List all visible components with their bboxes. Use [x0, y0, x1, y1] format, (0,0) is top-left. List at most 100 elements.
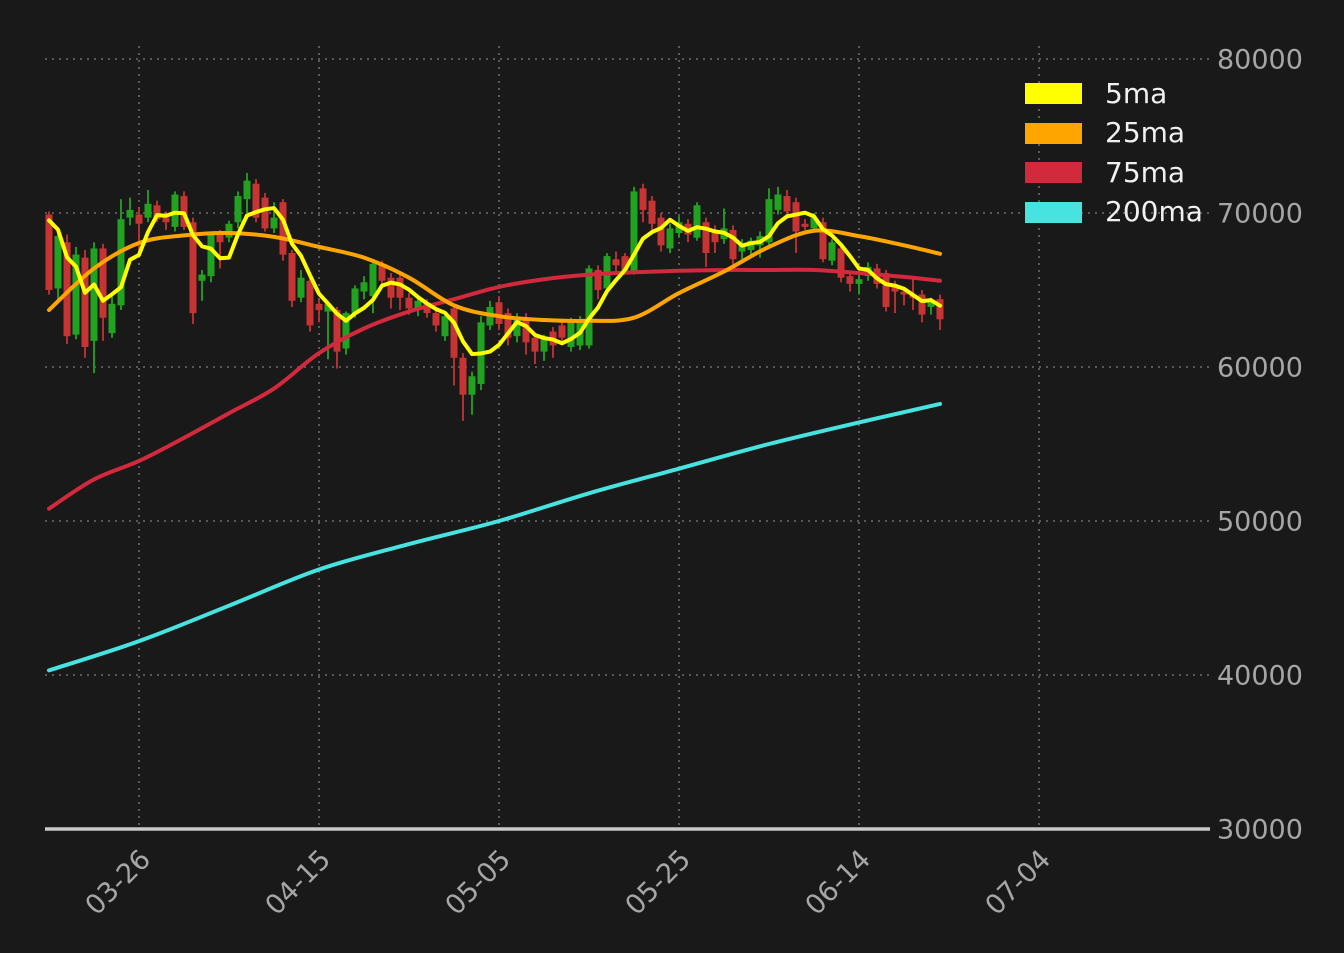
candle-up	[198, 274, 206, 281]
legend-item-75ma: 75ma	[1025, 153, 1203, 193]
candle-down	[261, 197, 269, 229]
candle-wick	[894, 280, 896, 314]
legend-swatch-5ma	[1025, 83, 1082, 105]
candle-up	[774, 194, 782, 210]
x-tick-label: 06-14	[800, 844, 877, 921]
candle-down	[306, 280, 314, 326]
candle-up	[540, 339, 548, 352]
candle-up	[243, 180, 251, 200]
legend-swatch-200ma	[1025, 201, 1082, 223]
candle-down	[495, 302, 503, 324]
gridlines	[45, 46, 1210, 829]
candle-down	[153, 205, 161, 220]
candle-up	[441, 316, 449, 337]
candle-up	[666, 228, 674, 249]
x-axis-labels: 03-26 04-15 05-05 05-25 06-14 07-04	[80, 844, 1057, 921]
candle-up	[855, 279, 863, 284]
candle-down	[279, 202, 287, 255]
candle-down	[45, 214, 53, 290]
candle-up	[927, 302, 935, 307]
legend-label-5ma: 5ma	[1105, 76, 1168, 110]
x-tick-label: 03-26	[80, 844, 157, 921]
candle-down	[621, 256, 629, 270]
candle-wick	[318, 299, 320, 323]
candle-down	[99, 248, 107, 318]
candle-up	[513, 319, 521, 337]
candle-up	[126, 209, 134, 218]
legend: 5ma 25ma 75ma 200ma	[1025, 74, 1203, 232]
candle-down	[846, 276, 854, 284]
candle-wick	[201, 269, 203, 301]
legend-item-5ma: 5ma	[1025, 74, 1203, 114]
candle-down	[216, 234, 224, 243]
candle-down	[288, 253, 296, 301]
ma-200-line	[47, 401, 942, 673]
legend-label-25ma: 25ma	[1105, 116, 1186, 150]
candle-up	[414, 300, 422, 311]
candle-down	[459, 357, 467, 395]
x-tick-label: 07-04	[980, 844, 1057, 921]
candle-down	[522, 317, 530, 343]
candle-down	[387, 277, 395, 298]
candle-down	[315, 303, 323, 311]
y-axis-labels: 30000 40000 50000 60000 70000 80000	[1217, 45, 1303, 846]
candle-wick	[723, 208, 725, 244]
candle-down	[918, 294, 926, 315]
candle-up	[810, 217, 818, 229]
candle-up	[144, 203, 152, 218]
candle-down	[729, 229, 737, 260]
y-tick-label: 30000	[1217, 815, 1303, 846]
candle-up	[567, 320, 575, 347]
candle-up	[234, 196, 242, 223]
candle-down	[594, 269, 602, 290]
candle-up	[297, 277, 305, 298]
candle-down	[936, 299, 944, 320]
y-tick-label: 70000	[1217, 199, 1303, 230]
candle-up	[468, 376, 476, 395]
legend-item-200ma: 200ma	[1025, 193, 1203, 233]
candle-up	[225, 223, 233, 238]
candle-wick	[903, 286, 905, 306]
x-tick-label: 05-25	[620, 844, 697, 921]
y-tick-label: 80000	[1217, 45, 1303, 76]
candle-up	[90, 248, 98, 341]
candle-down	[81, 257, 89, 347]
candle-down	[378, 265, 386, 281]
candle-up	[585, 268, 593, 346]
candle-down	[801, 223, 809, 227]
candle-up	[270, 217, 278, 229]
candle-down	[882, 273, 890, 307]
candles	[45, 172, 944, 421]
candle-up	[108, 303, 116, 334]
candle-down	[891, 285, 899, 292]
ma-75-line	[47, 267, 942, 511]
candle-down	[711, 229, 719, 243]
candle-wick	[219, 229, 221, 269]
candle-wick	[138, 206, 140, 250]
candle-down	[63, 242, 71, 337]
candle-up	[342, 313, 350, 349]
candle-down	[648, 200, 656, 224]
candle-up	[738, 245, 746, 252]
candle-down	[450, 308, 458, 358]
candle-down	[396, 277, 404, 298]
candle-down	[900, 291, 908, 295]
candle-up	[324, 303, 332, 312]
x-tick-label: 05-05	[440, 844, 517, 921]
candle-down	[657, 217, 665, 246]
candle-down	[783, 196, 791, 212]
candle-up	[54, 236, 62, 289]
candle-down	[504, 313, 512, 338]
ma-25-line	[47, 228, 942, 323]
candle-up	[171, 194, 179, 227]
candle-down	[189, 222, 197, 314]
x-tick-label: 04-15	[260, 844, 337, 921]
candle-up	[630, 191, 638, 272]
candle-down	[135, 214, 143, 224]
candle-down	[612, 259, 620, 266]
candle-down	[333, 310, 341, 352]
legend-swatch-75ma	[1025, 162, 1082, 184]
legend-label-75ma: 75ma	[1105, 155, 1186, 189]
